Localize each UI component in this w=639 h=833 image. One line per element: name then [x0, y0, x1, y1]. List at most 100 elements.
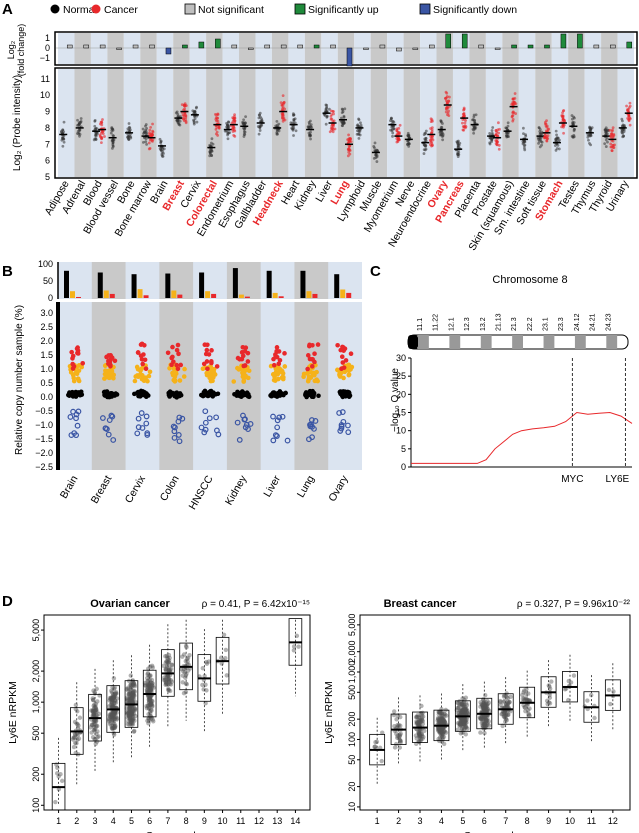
- normal-point: [522, 132, 525, 136]
- cancer-point: [511, 97, 515, 101]
- data-point: [74, 731, 80, 737]
- chromosome-band: [574, 335, 586, 349]
- normal-point: [277, 122, 281, 126]
- chromosome-title: Chromosome 8: [492, 274, 567, 286]
- cancer-point: [545, 139, 549, 142]
- normal-point: [456, 144, 460, 148]
- data-point: [437, 718, 443, 723]
- data-point: [110, 698, 115, 703]
- loss-point: [70, 408, 76, 415]
- data-point: [75, 737, 80, 742]
- normal-point: [111, 141, 115, 144]
- intensity-band: [420, 69, 437, 177]
- data-point: [440, 719, 446, 725]
- data-point: [396, 722, 402, 728]
- data-point: [129, 692, 134, 697]
- cancer-point: [444, 110, 448, 114]
- neutral-point: [244, 390, 250, 396]
- normal-point: [621, 119, 624, 123]
- cancer-point: [230, 121, 234, 125]
- data-point: [126, 710, 131, 716]
- normal-point: [589, 134, 593, 138]
- loss-point: [236, 436, 243, 443]
- gain-point: [314, 377, 319, 382]
- data-point: [169, 679, 174, 684]
- data-point: [107, 717, 113, 723]
- data-point: [130, 680, 135, 685]
- data-point: [438, 729, 443, 735]
- fold-change-bar: [560, 33, 567, 49]
- y-tick: 1,000: [347, 661, 357, 684]
- data-point: [91, 719, 96, 724]
- high-gain-point: [274, 345, 280, 350]
- data-point: [503, 716, 509, 722]
- data-point: [395, 735, 400, 741]
- data-point: [221, 632, 227, 637]
- panel-label-d: D: [2, 593, 13, 610]
- data-point: [183, 658, 188, 664]
- data-point: [461, 722, 467, 727]
- data-point: [462, 709, 467, 714]
- data-point: [441, 717, 447, 722]
- data-point: [128, 713, 134, 718]
- data-point: [459, 721, 464, 727]
- fold-change-bar: [198, 41, 205, 49]
- data-point: [148, 683, 154, 688]
- legend-label-3: Significantly up: [308, 4, 379, 16]
- chromosome-band: [606, 335, 618, 349]
- loss-point: [338, 425, 345, 432]
- normal-point: [340, 121, 344, 125]
- chromosome-band: [543, 335, 555, 349]
- data-point: [111, 718, 116, 723]
- fold-ylabel-1: Log₂: [6, 40, 16, 59]
- data-point: [89, 708, 94, 713]
- data-point: [88, 725, 93, 730]
- loss-point: [171, 428, 178, 435]
- data-point: [455, 706, 460, 711]
- normal-point: [226, 137, 230, 141]
- data-point: [163, 668, 169, 673]
- data-point: [416, 720, 421, 725]
- normal-point: [145, 142, 149, 146]
- x-tick: 12: [608, 816, 618, 826]
- normal-point: [160, 151, 164, 155]
- data-point: [416, 730, 421, 735]
- data-point: [93, 701, 99, 707]
- data-point: [436, 726, 441, 731]
- cancer-point: [148, 128, 152, 132]
- data-point: [129, 698, 134, 704]
- data-point: [75, 726, 81, 731]
- data-point: [145, 672, 150, 677]
- normal-point: [210, 137, 214, 141]
- loss-point: [68, 432, 75, 439]
- data-point: [147, 689, 152, 694]
- intensity-tick: 6: [45, 156, 50, 166]
- data-point: [169, 662, 175, 668]
- normal-point: [309, 119, 312, 123]
- data-point: [184, 645, 189, 650]
- cancer-point: [430, 143, 434, 147]
- data-point: [439, 730, 445, 736]
- data-point: [459, 726, 465, 731]
- normal-point: [506, 121, 510, 125]
- normal-point: [522, 144, 526, 148]
- data-point: [437, 730, 443, 736]
- gain-point: [76, 368, 82, 373]
- data-point: [522, 705, 528, 710]
- high-gain-point: [276, 361, 282, 367]
- intensity-frame: [54, 67, 638, 179]
- data-point: [460, 702, 465, 707]
- legend-marker-0: [50, 4, 60, 14]
- data-point: [439, 730, 444, 735]
- legend-label-0: Normal: [63, 4, 97, 16]
- gain-point: [346, 372, 352, 378]
- high-gain-point: [201, 361, 207, 367]
- data-point: [442, 719, 448, 724]
- data-point: [148, 698, 153, 703]
- normal-point: [359, 123, 363, 127]
- data-point: [484, 717, 489, 723]
- data-point: [420, 719, 425, 724]
- data-point: [92, 721, 97, 726]
- data-point: [111, 693, 116, 698]
- data-point: [112, 698, 118, 703]
